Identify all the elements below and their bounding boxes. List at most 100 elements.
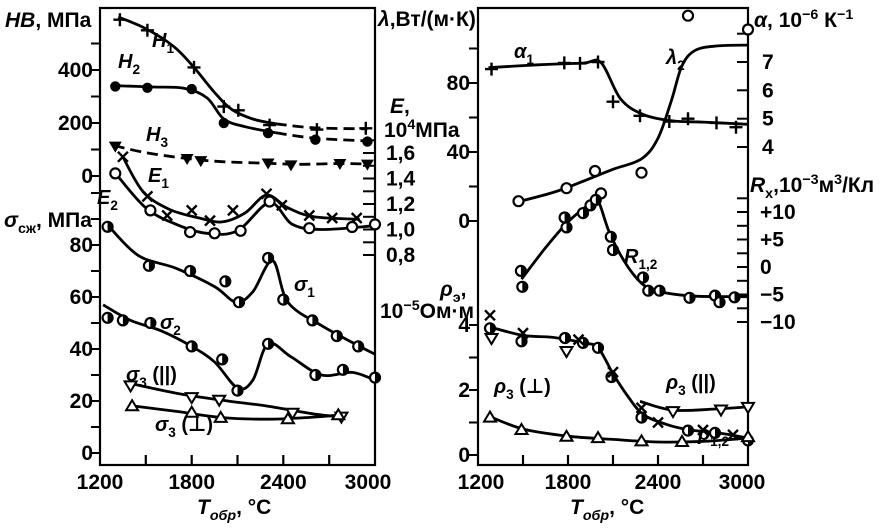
half-circle-fill bbox=[719, 297, 725, 308]
circle-marker bbox=[368, 218, 382, 231]
plus-marker bbox=[606, 95, 620, 109]
half-circle-fill bbox=[610, 231, 616, 242]
y-tick-label: 4 bbox=[762, 136, 774, 159]
alpha1-curve bbox=[488, 58, 749, 126]
sigma3-par-curve bbox=[127, 381, 345, 419]
triangle-up-marker bbox=[740, 429, 756, 443]
series-label-sigma3-perp: σ3 (⊥) bbox=[155, 414, 213, 440]
x-tick-label: 2400 bbox=[635, 471, 682, 494]
y-tick-label: 400 bbox=[58, 59, 93, 82]
half-circle-fill bbox=[375, 372, 380, 383]
plus-marker bbox=[140, 23, 154, 37]
x-axis-title: Tобр, °C bbox=[197, 496, 271, 524]
circle-marker bbox=[109, 167, 122, 180]
cross-marker bbox=[227, 204, 239, 217]
half-circle-fill bbox=[643, 272, 648, 283]
circle-marker bbox=[144, 204, 157, 217]
series-H3: H3 bbox=[108, 124, 374, 172]
triangle-down-marker bbox=[183, 392, 200, 406]
series-sigma1: σ1 bbox=[101, 220, 376, 356]
triangle-down-marker bbox=[713, 404, 729, 418]
x-tick-label: 1800 bbox=[168, 471, 215, 494]
cross-marker bbox=[326, 212, 339, 224]
series-label-alpha1: α1 bbox=[514, 41, 534, 67]
rho3-par-curve bbox=[639, 400, 749, 412]
half-circle-fill bbox=[239, 297, 244, 308]
half-circle-fill bbox=[122, 315, 128, 326]
half-circle-fill bbox=[565, 333, 570, 343]
circle-marker bbox=[234, 224, 247, 237]
axis-title: σсж, МПа bbox=[4, 209, 92, 237]
triangle-up-marker bbox=[482, 409, 498, 423]
x-tick-label: 1200 bbox=[77, 471, 124, 494]
y-tick-label: 4 bbox=[458, 314, 470, 337]
y-tick-label: −10 bbox=[760, 311, 796, 334]
y-tick-label: 40 bbox=[447, 141, 470, 164]
series-alpha1: α1 bbox=[485, 41, 749, 134]
circle-marker bbox=[681, 9, 695, 22]
axis-title: HB, МПа bbox=[5, 9, 92, 32]
x-tick-label: 1800 bbox=[545, 471, 592, 494]
axis-title: λ,Вт/(м·К) bbox=[377, 8, 476, 31]
half-circle-fill bbox=[191, 341, 197, 352]
plus-marker bbox=[310, 123, 324, 137]
cross-marker bbox=[141, 190, 154, 203]
half-circle-fill bbox=[358, 341, 364, 352]
triangle-up-marker bbox=[124, 398, 140, 412]
series-label-sigma2: σ2 bbox=[160, 312, 181, 338]
triangle-down-filled-marker bbox=[360, 159, 374, 171]
triangle-down-marker bbox=[740, 401, 756, 415]
half-circle-fill bbox=[566, 222, 572, 233]
y-tick-label: 0 bbox=[81, 442, 93, 465]
circle-marker bbox=[635, 166, 648, 179]
series-R12: R1,2 bbox=[514, 193, 749, 309]
plus-marker bbox=[681, 112, 695, 126]
half-circle-fill bbox=[595, 194, 601, 205]
series-label-H1: H1 bbox=[152, 30, 174, 56]
axis-title: 104МПа bbox=[384, 117, 460, 142]
E1-curve bbox=[120, 154, 360, 224]
half-circle-fill bbox=[148, 260, 154, 271]
y-tick-label: 0 bbox=[760, 256, 772, 279]
series-label-rho3-perp: ρ3 (⊥) bbox=[493, 376, 551, 402]
half-circle-fill bbox=[107, 312, 113, 323]
y-tick-label: 60 bbox=[70, 286, 93, 309]
plus-marker bbox=[591, 55, 605, 69]
triangle-up-marker bbox=[183, 404, 200, 418]
series-E2: E2 bbox=[97, 167, 382, 240]
half-circle-fill bbox=[598, 342, 603, 353]
triangle-down-filled-marker bbox=[261, 158, 275, 170]
cross-marker bbox=[517, 327, 529, 339]
H1-curve-dashed bbox=[275, 122, 368, 131]
half-circle-fill bbox=[648, 285, 654, 296]
plus-marker bbox=[113, 13, 127, 27]
triangle-up-marker bbox=[590, 430, 606, 444]
axis-title: Rх,10−3м3/Кл bbox=[750, 172, 874, 202]
x-tick-label: 3000 bbox=[719, 471, 766, 494]
triangle-down-filled-marker bbox=[194, 156, 208, 168]
half-circle-fill bbox=[613, 245, 618, 255]
cross-marker bbox=[204, 214, 216, 227]
half-circle-fill bbox=[564, 212, 570, 223]
half-circle-fill bbox=[312, 315, 318, 326]
half-circle-fill bbox=[521, 336, 527, 347]
lambda2-curve bbox=[516, 43, 749, 204]
dot-marker bbox=[310, 134, 321, 145]
circle-marker bbox=[588, 164, 602, 178]
half-circle-fill bbox=[225, 276, 231, 287]
series-sigma2: σ2 bbox=[101, 303, 382, 397]
plus-marker bbox=[633, 109, 647, 123]
series-H1: H1 bbox=[113, 13, 373, 137]
y-tick-label: 80 bbox=[70, 234, 93, 257]
series-label-sigma1: σ1 bbox=[294, 274, 315, 300]
half-circle-fill bbox=[659, 285, 665, 296]
cross-marker bbox=[697, 424, 709, 436]
axis-title: ρэ, bbox=[439, 278, 466, 306]
triangle-up-marker bbox=[212, 409, 229, 423]
half-circle-fill bbox=[150, 318, 156, 328]
series-label-E2: E2 bbox=[97, 187, 118, 213]
triangle-down-marker bbox=[665, 406, 681, 420]
half-circle-fill bbox=[237, 385, 243, 396]
y-tick-label: +10 bbox=[760, 201, 796, 224]
plus-marker bbox=[485, 62, 498, 76]
